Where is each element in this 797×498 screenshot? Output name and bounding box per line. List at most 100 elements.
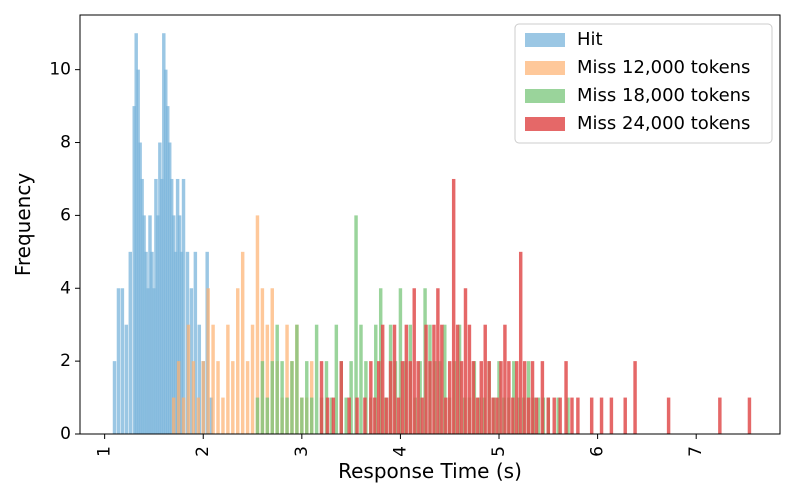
histogram-bar: [477, 397, 482, 434]
histogram-bar: [300, 397, 304, 434]
plot-frame: [79, 14, 781, 435]
histogram-bar: [154, 178, 158, 434]
histogram-bar: [158, 142, 162, 434]
histogram-bar: [245, 361, 250, 434]
histogram-bar: [201, 361, 205, 434]
histogram-bar: [173, 251, 178, 434]
histogram-bar: [339, 361, 343, 434]
histogram-bar: [325, 397, 330, 434]
histogram-bar: [436, 288, 440, 434]
histogram-bar: [181, 178, 186, 434]
histogram-bar: [136, 69, 140, 435]
histogram-bar: [623, 397, 627, 434]
histogram-bar: [344, 397, 348, 434]
histogram-bar: [566, 397, 570, 434]
histogram-bar: [167, 142, 172, 434]
histogram-bar: [416, 361, 420, 434]
histogram-bar: [265, 397, 270, 434]
histogram-bar: [432, 324, 436, 434]
histogram-bar: [412, 288, 416, 434]
histogram-bar: [424, 324, 428, 434]
legend-box: [514, 23, 773, 144]
histogram-bar: [179, 251, 184, 434]
histogram-bar: [162, 33, 166, 434]
legend-swatch: [525, 61, 565, 75]
histogram-bar: [116, 288, 121, 434]
histogram-bar: [471, 361, 476, 434]
bars-layer: [112, 33, 752, 435]
histogram-bar: [280, 361, 284, 434]
histogram-bar: [216, 361, 220, 434]
histogram-bar: [171, 215, 176, 434]
y-axis: 0 2 4 6 8 10: [49, 60, 80, 444]
histogram-bar: [633, 361, 637, 434]
histogram-bar: [507, 361, 511, 434]
histogram-bar: [440, 324, 444, 434]
histogram-bar: [132, 106, 136, 434]
histogram-bar: [455, 324, 460, 434]
histogram-bar: [260, 361, 265, 434]
histogram-bar: [347, 397, 351, 434]
histogram-bar: [497, 361, 501, 434]
histogram-bar: [134, 33, 138, 434]
histogram-bar: [355, 397, 359, 434]
histogram-bar: [512, 361, 516, 434]
histogram-bar: [169, 178, 174, 434]
histogram-bar: [483, 324, 487, 434]
histogram-bar: [517, 397, 521, 434]
histogram-bar: [197, 324, 202, 434]
x-tick-label: 1: [95, 446, 115, 457]
histogram-bar: [156, 215, 160, 434]
histogram-bar: [536, 397, 541, 434]
histogram-bar: [331, 397, 336, 434]
histogram-bar: [599, 397, 604, 434]
histogram-bar: [438, 361, 442, 434]
histogram-bar: [530, 361, 535, 434]
histogram-bar: [175, 178, 180, 434]
histogram-bar: [518, 251, 523, 434]
histogram-bar: [718, 397, 722, 434]
histogram-bar: [354, 215, 358, 434]
histogram-bar: [285, 397, 289, 434]
x-tick-label: 6: [588, 446, 608, 457]
histogram-bar: [250, 324, 255, 434]
histogram-bar: [128, 251, 133, 434]
histogram-bar: [206, 288, 210, 434]
histogram-bar: [211, 324, 215, 434]
histogram-bar: [349, 361, 353, 434]
histogram-bar: [377, 361, 381, 434]
histogram-bar: [144, 251, 148, 434]
histogram-bar: [275, 324, 279, 434]
x-axis-label: Response Time (s): [338, 459, 522, 483]
histogram-bar: [373, 397, 377, 434]
histogram-bar: [444, 397, 448, 434]
histogram-bar: [540, 361, 545, 434]
histogram-bar: [378, 288, 383, 434]
histogram-bar: [285, 324, 289, 434]
histogram-bar: [226, 324, 230, 434]
histogram-bar: [193, 251, 198, 434]
histogram-bar: [209, 397, 213, 434]
histogram-bar: [451, 178, 456, 434]
histogram-bar: [314, 324, 319, 434]
histogram-bar: [392, 324, 397, 434]
histogram-bar: [487, 361, 491, 434]
legend-label: Hit: [577, 29, 603, 50]
histogram-bar: [176, 361, 181, 434]
histogram-bar: [418, 361, 422, 434]
histogram-bar: [120, 288, 125, 434]
histogram-bar: [526, 397, 531, 434]
histogram-bar: [181, 397, 186, 434]
histogram-bar: [152, 288, 156, 434]
histogram-bar: [534, 397, 539, 434]
histogram-bar: [265, 324, 270, 434]
histogram-bar: [140, 178, 144, 434]
histogram-bar: [255, 397, 260, 434]
histogram-bar: [564, 361, 568, 434]
histogram-bar: [576, 397, 580, 434]
histogram-bar: [515, 361, 519, 434]
x-tick-label: 4: [390, 446, 410, 457]
histogram-bar: [148, 215, 152, 434]
histogram-bar: [177, 215, 182, 434]
